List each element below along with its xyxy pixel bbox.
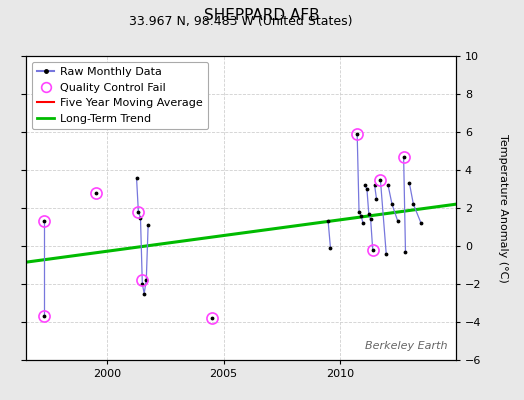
Title: 33.967 N, 98.483 W (United States): 33.967 N, 98.483 W (United States) [129, 16, 353, 28]
Text: SHEPPARD AFB: SHEPPARD AFB [204, 8, 320, 23]
Text: Berkeley Earth: Berkeley Earth [365, 341, 447, 351]
Legend: Raw Monthly Data, Quality Control Fail, Five Year Moving Average, Long-Term Tren: Raw Monthly Data, Quality Control Fail, … [32, 62, 208, 129]
Y-axis label: Temperature Anomaly (°C): Temperature Anomaly (°C) [498, 134, 508, 282]
